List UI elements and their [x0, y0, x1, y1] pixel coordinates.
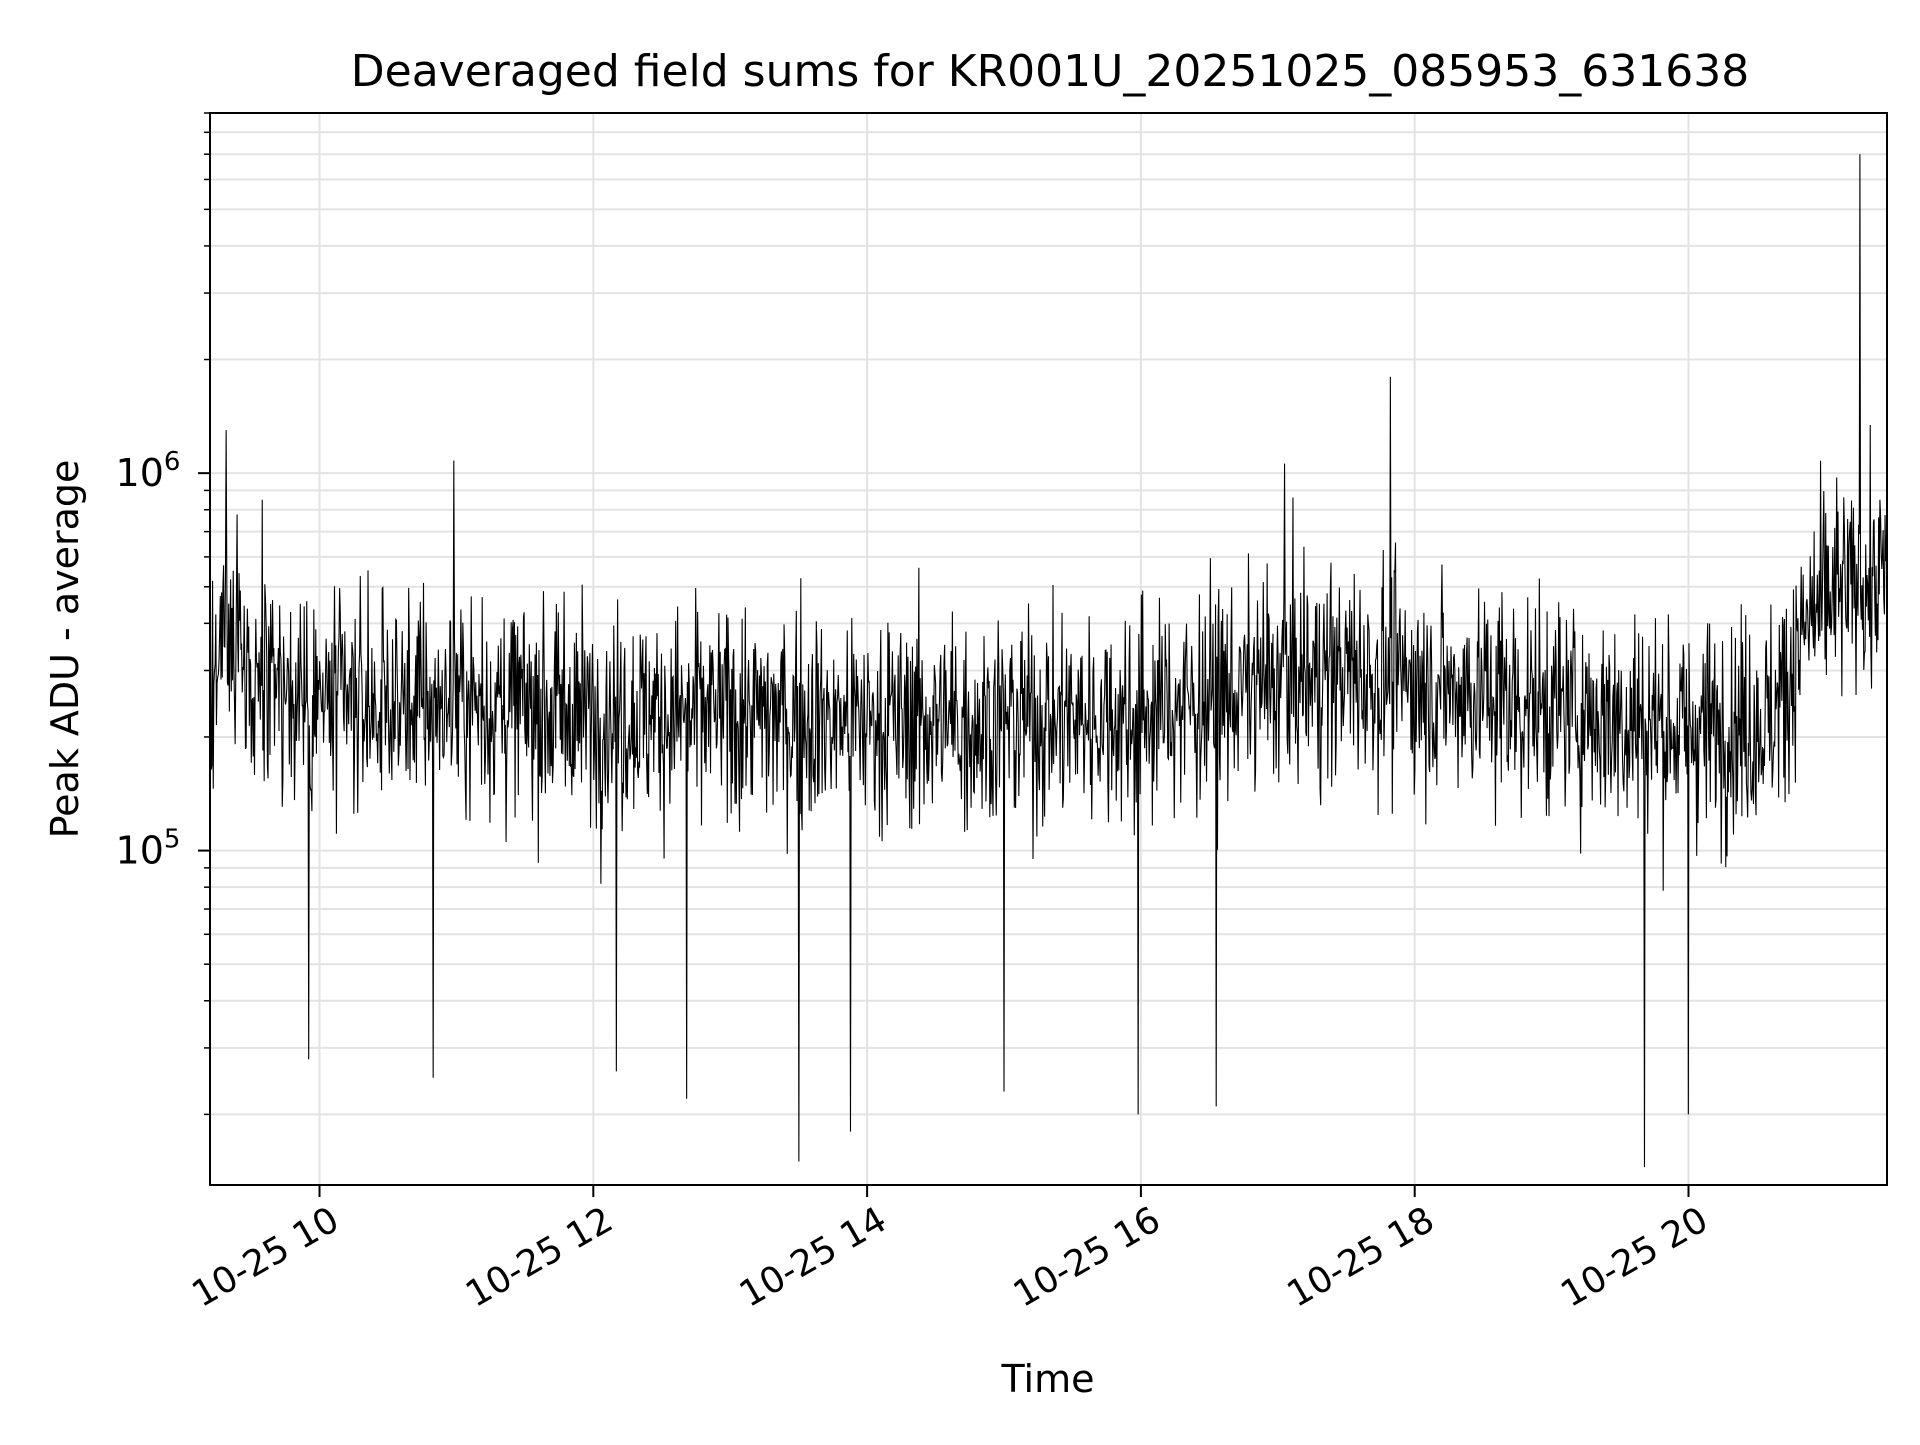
plot-area	[209, 154, 1888, 1168]
x-tick-label: 10-25 18	[1281, 1199, 1442, 1315]
plot-frame	[209, 112, 1888, 1186]
x-axis-label: Time	[1001, 1357, 1095, 1401]
data-series-line	[209, 154, 1888, 1168]
x-axis: 10-25 10 10-25 12 10-25 14 10-25 16 10-25 18…	[185, 1185, 1715, 1316]
chart-title: Deaveraged field sums for KR001U_2025102…	[351, 46, 1749, 97]
x-tick-label: 10-25 10	[185, 1199, 346, 1315]
x-tick-label: 10-25 20	[1554, 1199, 1715, 1315]
x-tick-label: 10-25 14	[733, 1199, 894, 1315]
grid-layer	[210, 112, 1887, 1185]
y-axis-label: Peak ADU - average	[43, 460, 87, 839]
y-axis: 105 106	[116, 112, 210, 1116]
x-tick-label: 10-25 16	[1007, 1199, 1168, 1315]
y-tick-label: 105	[116, 825, 181, 873]
y-tick-label: 106	[116, 447, 181, 495]
x-tick-label: 10-25 12	[459, 1199, 620, 1315]
